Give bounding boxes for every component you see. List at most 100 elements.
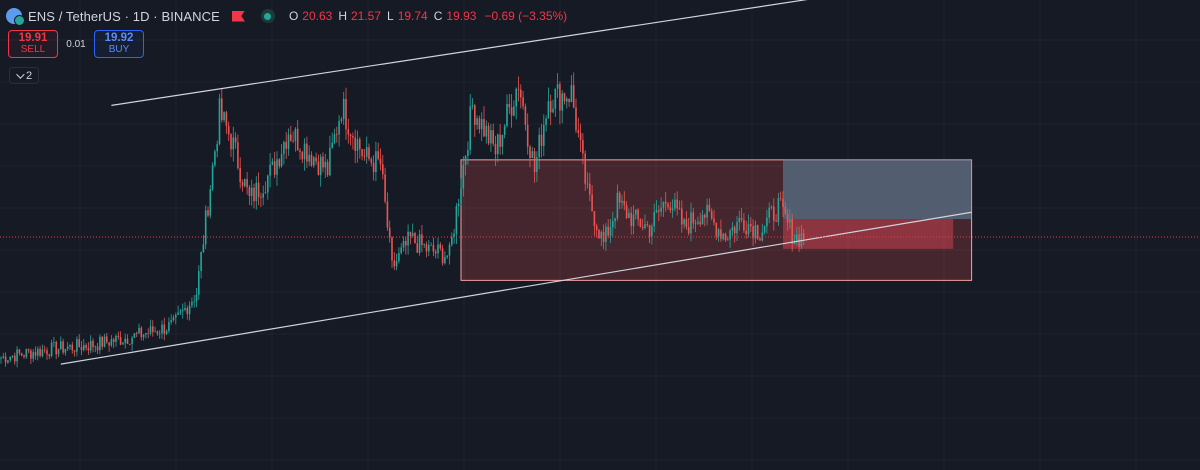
candle-body — [414, 233, 416, 244]
candle-body — [41, 349, 44, 356]
candle-body — [692, 212, 695, 224]
candle-body — [299, 150, 301, 153]
candle-body — [342, 98, 345, 120]
candle-body — [687, 227, 690, 234]
flag-icon[interactable] — [231, 10, 245, 22]
candle-body — [694, 223, 697, 225]
candle-body — [685, 219, 688, 228]
candle-body — [591, 194, 593, 212]
candle-body — [365, 147, 368, 157]
candle-body — [736, 222, 738, 234]
candle-body — [766, 217, 768, 227]
candle-body — [356, 139, 359, 151]
candle-body — [517, 88, 520, 90]
candle-body — [204, 210, 207, 245]
candle-body — [717, 229, 720, 237]
candle-body — [301, 152, 304, 160]
sell-price: 19.91 — [18, 32, 48, 44]
candle-body — [664, 201, 667, 204]
candle-body — [207, 210, 209, 216]
sell-button[interactable]: 19.91 SELL — [8, 30, 58, 58]
candle-body — [577, 130, 580, 133]
candle-body — [112, 339, 115, 342]
coin-logo-icon — [6, 8, 25, 26]
candle-body — [267, 175, 269, 193]
candle-body — [359, 139, 361, 150]
buy-price: 19.92 — [104, 32, 134, 44]
candle-body — [262, 193, 264, 198]
candle-body — [453, 233, 455, 237]
candle-body — [704, 215, 706, 218]
candle-body — [398, 253, 400, 262]
candle-body — [218, 98, 221, 145]
candle-body — [27, 349, 30, 351]
candle-body — [138, 327, 140, 334]
candle-body — [283, 142, 285, 154]
candle-body — [676, 199, 678, 209]
candle-body — [635, 209, 637, 215]
candle-body — [628, 212, 630, 219]
candle-body — [566, 98, 568, 102]
candle-body — [191, 301, 193, 306]
candle-body — [572, 85, 575, 108]
candle-body — [209, 189, 212, 216]
candle-body — [227, 125, 230, 135]
candle-body — [425, 244, 428, 252]
spread-value: 0.01 — [66, 38, 86, 50]
candle-body — [195, 294, 198, 302]
candle-body — [253, 187, 255, 202]
candle-body — [400, 247, 402, 254]
candle-body — [612, 221, 614, 228]
candle-body — [149, 326, 152, 334]
candle-body — [618, 192, 621, 203]
candle-body — [586, 183, 589, 185]
candle-body — [678, 208, 681, 210]
candle-body — [802, 233, 805, 239]
trendlines — [60, 0, 972, 365]
candle-body — [375, 151, 377, 173]
candle-body — [701, 215, 704, 225]
candle-body — [23, 355, 25, 357]
candle-body — [775, 220, 777, 222]
low-value: 19.74 — [397, 9, 428, 23]
candle-body — [418, 234, 421, 253]
candle-body — [497, 134, 499, 155]
candle-body — [745, 230, 747, 235]
indicators-count: 2 — [26, 69, 33, 82]
candle-body — [779, 198, 782, 199]
candle-body — [770, 206, 773, 208]
candle-body — [632, 214, 635, 227]
candle-body — [260, 196, 262, 198]
indicators-toggle-button[interactable]: 2 — [9, 67, 40, 84]
buy-label: BUY — [108, 44, 130, 55]
candle-body — [69, 344, 71, 347]
candle-body — [62, 341, 64, 353]
candle-body — [294, 128, 297, 142]
candle-body — [237, 142, 239, 168]
candle-body — [223, 112, 225, 121]
candle-body — [55, 341, 57, 355]
candle-body — [244, 179, 246, 187]
candle-body — [784, 206, 787, 214]
candle-body — [276, 159, 278, 175]
candle-body — [724, 233, 727, 241]
candle-body — [379, 158, 382, 165]
candle-body — [722, 233, 724, 239]
candle-body — [549, 101, 552, 113]
buy-button[interactable]: 19.92 BUY — [94, 30, 144, 58]
candle-body — [179, 311, 182, 313]
candle-body — [46, 350, 48, 355]
candle-body — [66, 346, 69, 349]
candle-body — [211, 165, 214, 190]
candle-body — [421, 234, 423, 245]
candle-body — [423, 244, 425, 246]
candle-body — [20, 353, 23, 356]
candle-body — [296, 128, 299, 151]
candle-body — [119, 337, 122, 345]
candle-body — [94, 346, 97, 348]
symbol-title[interactable]: ENS / TetherUS · 1D · BINANCE — [28, 8, 220, 24]
candle-body — [706, 204, 708, 218]
candle-body — [669, 207, 672, 211]
